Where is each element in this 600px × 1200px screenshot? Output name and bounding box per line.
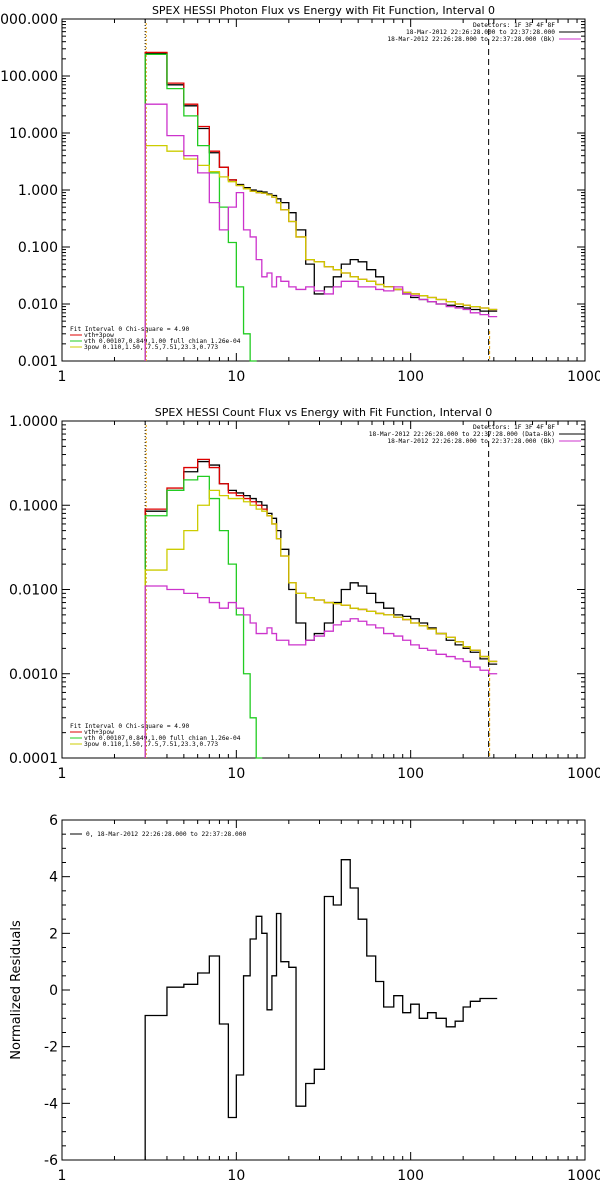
panel2-ytick-label: 0.0010 (9, 667, 58, 683)
panel2-ytick-label: 0.0100 (9, 583, 58, 599)
panel1-series-data (144, 52, 498, 361)
panel1-ytick-label: 10.000 (9, 126, 58, 142)
panel3-series-residuals (144, 859, 498, 1160)
panel1-xtick-label: 1000 (567, 369, 600, 385)
panel2-legend-top: Detectors: 1F 3F 4F 8F (473, 424, 555, 431)
panel1-series-vth-3pow (144, 51, 498, 361)
panel2-series-data (144, 460, 498, 758)
panel2-ytick-label: 1.0000 (9, 414, 58, 430)
panel2-legend-bottom: 3pow 0.110,1.50,17.5,7.51,23.3,0.773 (84, 741, 218, 748)
panel1-ytick-label: 100.000 (0, 69, 58, 85)
panel1-legend-bottom-header: Fit Interval 0 Chi-square = 4.90 (70, 326, 189, 333)
panel2-xtick-label: 1000 (567, 766, 600, 782)
panel1-series-vth (144, 53, 257, 362)
panel1-legend-top: Detectors: 1F 3F 4F 8F (473, 22, 555, 29)
panel1-frame (61, 18, 586, 362)
panel2-legend-bottom: vth+3pow (84, 729, 114, 736)
panel2-series-background (144, 585, 498, 758)
panel3-xtick-label: 10 (227, 1168, 245, 1184)
panel2-series-vth-3pow (144, 458, 498, 758)
panel1-ytick-label: 0.001 (18, 354, 58, 370)
panel2-xtick-label: 1 (58, 766, 67, 782)
panel3-xtick-label: 1000 (567, 1168, 600, 1184)
panel1-ytick-label: 0.010 (18, 297, 58, 313)
panel2-xtick-label: 10 (227, 766, 245, 782)
panel1-legend-top: 18-Mar-2012 22:26:28.000 to 22:37:28.000 (406, 29, 555, 36)
panel1-xtick-label: 1 (58, 369, 67, 385)
panel1-series-3pow (144, 145, 498, 361)
panel2-legend-top: 18-Mar-2012 22:26:28.000 to 22:37:28.000… (369, 431, 555, 438)
panel2-xtick-label: 100 (397, 766, 424, 782)
panel3-ytick-label: 6 (49, 813, 58, 829)
chart-panel-1: 1 10 100 1000 0.001 0.010 0.100 1.000 10.000 100.… (0, 4, 600, 385)
panel1-xtick-label: 100 (397, 369, 424, 385)
panel3-ytick-label: 4 (49, 870, 58, 886)
chart-panel-2: 1 10 100 1000 0.0001 0.0010 0.0100 0.1000 1.0000… (9, 406, 600, 782)
panel3-ylabel: Normalized Residuals (9, 920, 24, 1060)
panel3-ytick-label: -2 (44, 1040, 58, 1056)
panel1-legend-bottom: vth 0.00107,0.849,1.00 full chian 1.26e-… (84, 338, 241, 345)
panel1-ytick-label: 0.100 (18, 240, 58, 256)
panel2-series-3pow (144, 489, 498, 758)
panel3-ytick-label: 2 (49, 926, 58, 942)
panel2-legend-bottom: vth 0.00107,0.849,1.00 full chian 1.26e-… (84, 735, 241, 742)
panel3-ytick-label: 0 (49, 983, 58, 999)
panel2-legend-bottom-header: Fit Interval 0 Chi-square = 4.90 (70, 723, 189, 730)
panel1-series-background (144, 103, 498, 361)
panel3-ytick-label: -4 (44, 1096, 58, 1112)
panel3-frame (61, 819, 586, 1161)
panel3-legend-entry: 0, 18-Mar-2012 22:26:28.000 to 22:37:28.… (86, 831, 246, 838)
panel3-xtick-label: 1 (58, 1168, 67, 1184)
panel3-ytick-label: -6 (44, 1153, 58, 1169)
panel1-legend-bottom: vth+3pow (84, 332, 114, 339)
panel1-ytick-label: 1.000 (18, 183, 58, 199)
panel2-title: SPEX HESSI Count Flux vs Energy with Fit… (155, 406, 492, 419)
panel3-xtick-label: 100 (397, 1168, 424, 1184)
panel1-xtick-label: 10 (227, 369, 245, 385)
panel2-legend-top: 18-Mar-2012 22:26:28.000 to 22:37:28.000… (387, 438, 555, 445)
panel1-ytick-label: 1000.000 (0, 12, 58, 28)
panel1-legend-bottom: 3pow 0.110,1.50,17.5,7.51,23.3,0.773 (84, 344, 218, 351)
panel2-series-vth (144, 475, 263, 759)
panel2-ytick-label: 0.1000 (9, 498, 58, 514)
panel2-ytick-label: 0.0001 (9, 751, 58, 767)
panel2-frame (61, 420, 586, 759)
panel1-title: SPEX HESSI Photon Flux vs Energy with Fi… (152, 4, 495, 17)
chart-panel-3: 1 10 100 1000 -6 -4 -2 0 2 4 6 Normalized Residuals… (9, 813, 600, 1184)
panel1-legend-top: 18-Mar-2012 22:26:28.000 to 22:37:28.000… (387, 36, 555, 43)
